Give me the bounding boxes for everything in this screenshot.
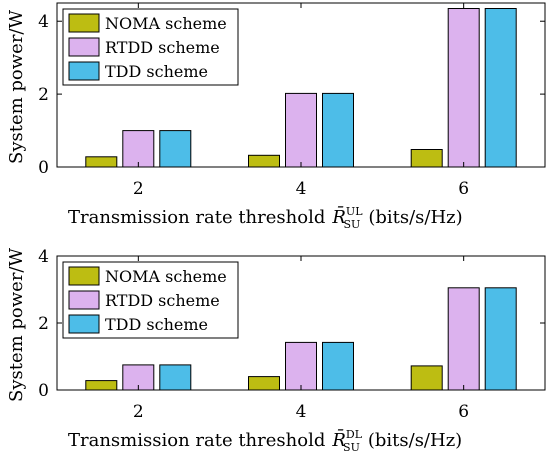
- legend-swatch-2: [68, 37, 100, 57]
- y-tick-label: 4: [38, 247, 49, 267]
- legend: NOMA scheme RTDD scheme TDD scheme: [62, 8, 239, 86]
- y-tick-label: 0: [38, 381, 49, 401]
- x-tick-label: 2: [133, 402, 144, 422]
- x-axis-label-text: Transmission rate threshold: [68, 207, 325, 228]
- bar-noma-scheme-2: [85, 380, 118, 391]
- x-axis-label-subscript: SU: [343, 441, 360, 454]
- legend-label-3: TDD scheme: [105, 315, 208, 334]
- x-axis-label-symbol: R̄: [331, 428, 346, 451]
- bar-tdd-scheme-6: [484, 8, 517, 168]
- legend-label-3: TDD scheme: [105, 62, 208, 81]
- x-tick-label: 6: [458, 179, 469, 199]
- y-tick-label: 2: [38, 85, 49, 105]
- legend-label-2: RTDD scheme: [105, 291, 220, 310]
- legend-swatch-3: [68, 61, 100, 81]
- legend-swatch-3: [68, 314, 100, 334]
- bar-tdd-scheme-4: [322, 341, 354, 391]
- x-axis-label-symbol: R̄: [331, 205, 346, 228]
- y-axis-label: System power/W: [6, 248, 27, 403]
- x-axis-label: Transmission rate threshold R̄UL SU (bits/s…: [68, 205, 463, 231]
- chart-panel-2: 2 4 6 0 2 4 System power/W Transmission rate th…: [6, 247, 546, 454]
- legend-label-1: NOMA scheme: [105, 14, 227, 33]
- bar-tdd-scheme-2: [159, 364, 192, 391]
- bar-rtdd-scheme-6: [447, 8, 480, 168]
- bar-noma-scheme-4: [248, 154, 280, 168]
- legend-label-2: RTDD scheme: [105, 38, 220, 57]
- y-tick-label: 0: [38, 158, 49, 178]
- x-axis-label-unit: (bits/s/Hz): [368, 430, 462, 451]
- bar-tdd-scheme-2: [159, 130, 192, 168]
- legend-swatch-2: [68, 290, 100, 310]
- bar-noma-scheme-6: [410, 149, 443, 168]
- bar-rtdd-scheme-4: [285, 341, 317, 391]
- legend-swatch-1: [68, 13, 100, 33]
- y-tick-label: 2: [38, 314, 49, 334]
- bar-rtdd-scheme-4: [285, 92, 317, 168]
- bar-noma-scheme-2: [85, 156, 118, 168]
- x-tick-label: 4: [296, 179, 307, 199]
- legend: NOMA scheme RTDD scheme TDD scheme: [62, 261, 239, 339]
- x-tick-label: 2: [133, 179, 144, 199]
- y-tick-label: 4: [38, 12, 49, 32]
- x-axis-label-superscript: UL: [346, 205, 363, 218]
- x-tick-label: 4: [296, 402, 307, 422]
- bar-rtdd-scheme-2: [122, 130, 155, 168]
- bar-noma-scheme-4: [248, 376, 280, 391]
- bar-noma-scheme-6: [410, 365, 443, 391]
- x-axis-label: Transmission rate threshold R̄DL SU (bits/s…: [68, 428, 462, 454]
- x-axis-label-unit: (bits/s/Hz): [368, 207, 462, 228]
- legend-label-1: NOMA scheme: [105, 267, 227, 286]
- x-axis-label-subscript: SU: [344, 218, 361, 231]
- x-axis-label-superscript: DL: [346, 428, 363, 441]
- bar-rtdd-scheme-6: [447, 287, 480, 391]
- x-tick-label: 6: [458, 402, 469, 422]
- y-axis-label: System power/W: [6, 10, 27, 165]
- bar-tdd-scheme-6: [484, 287, 517, 391]
- legend-swatch-1: [68, 266, 100, 286]
- x-axis-label-text: Transmission rate threshold: [68, 430, 325, 451]
- bar-tdd-scheme-4: [322, 92, 354, 168]
- chart-panel-1: 2 4 6 0 2 4 System power/W Transmission rate th…: [6, 2, 546, 231]
